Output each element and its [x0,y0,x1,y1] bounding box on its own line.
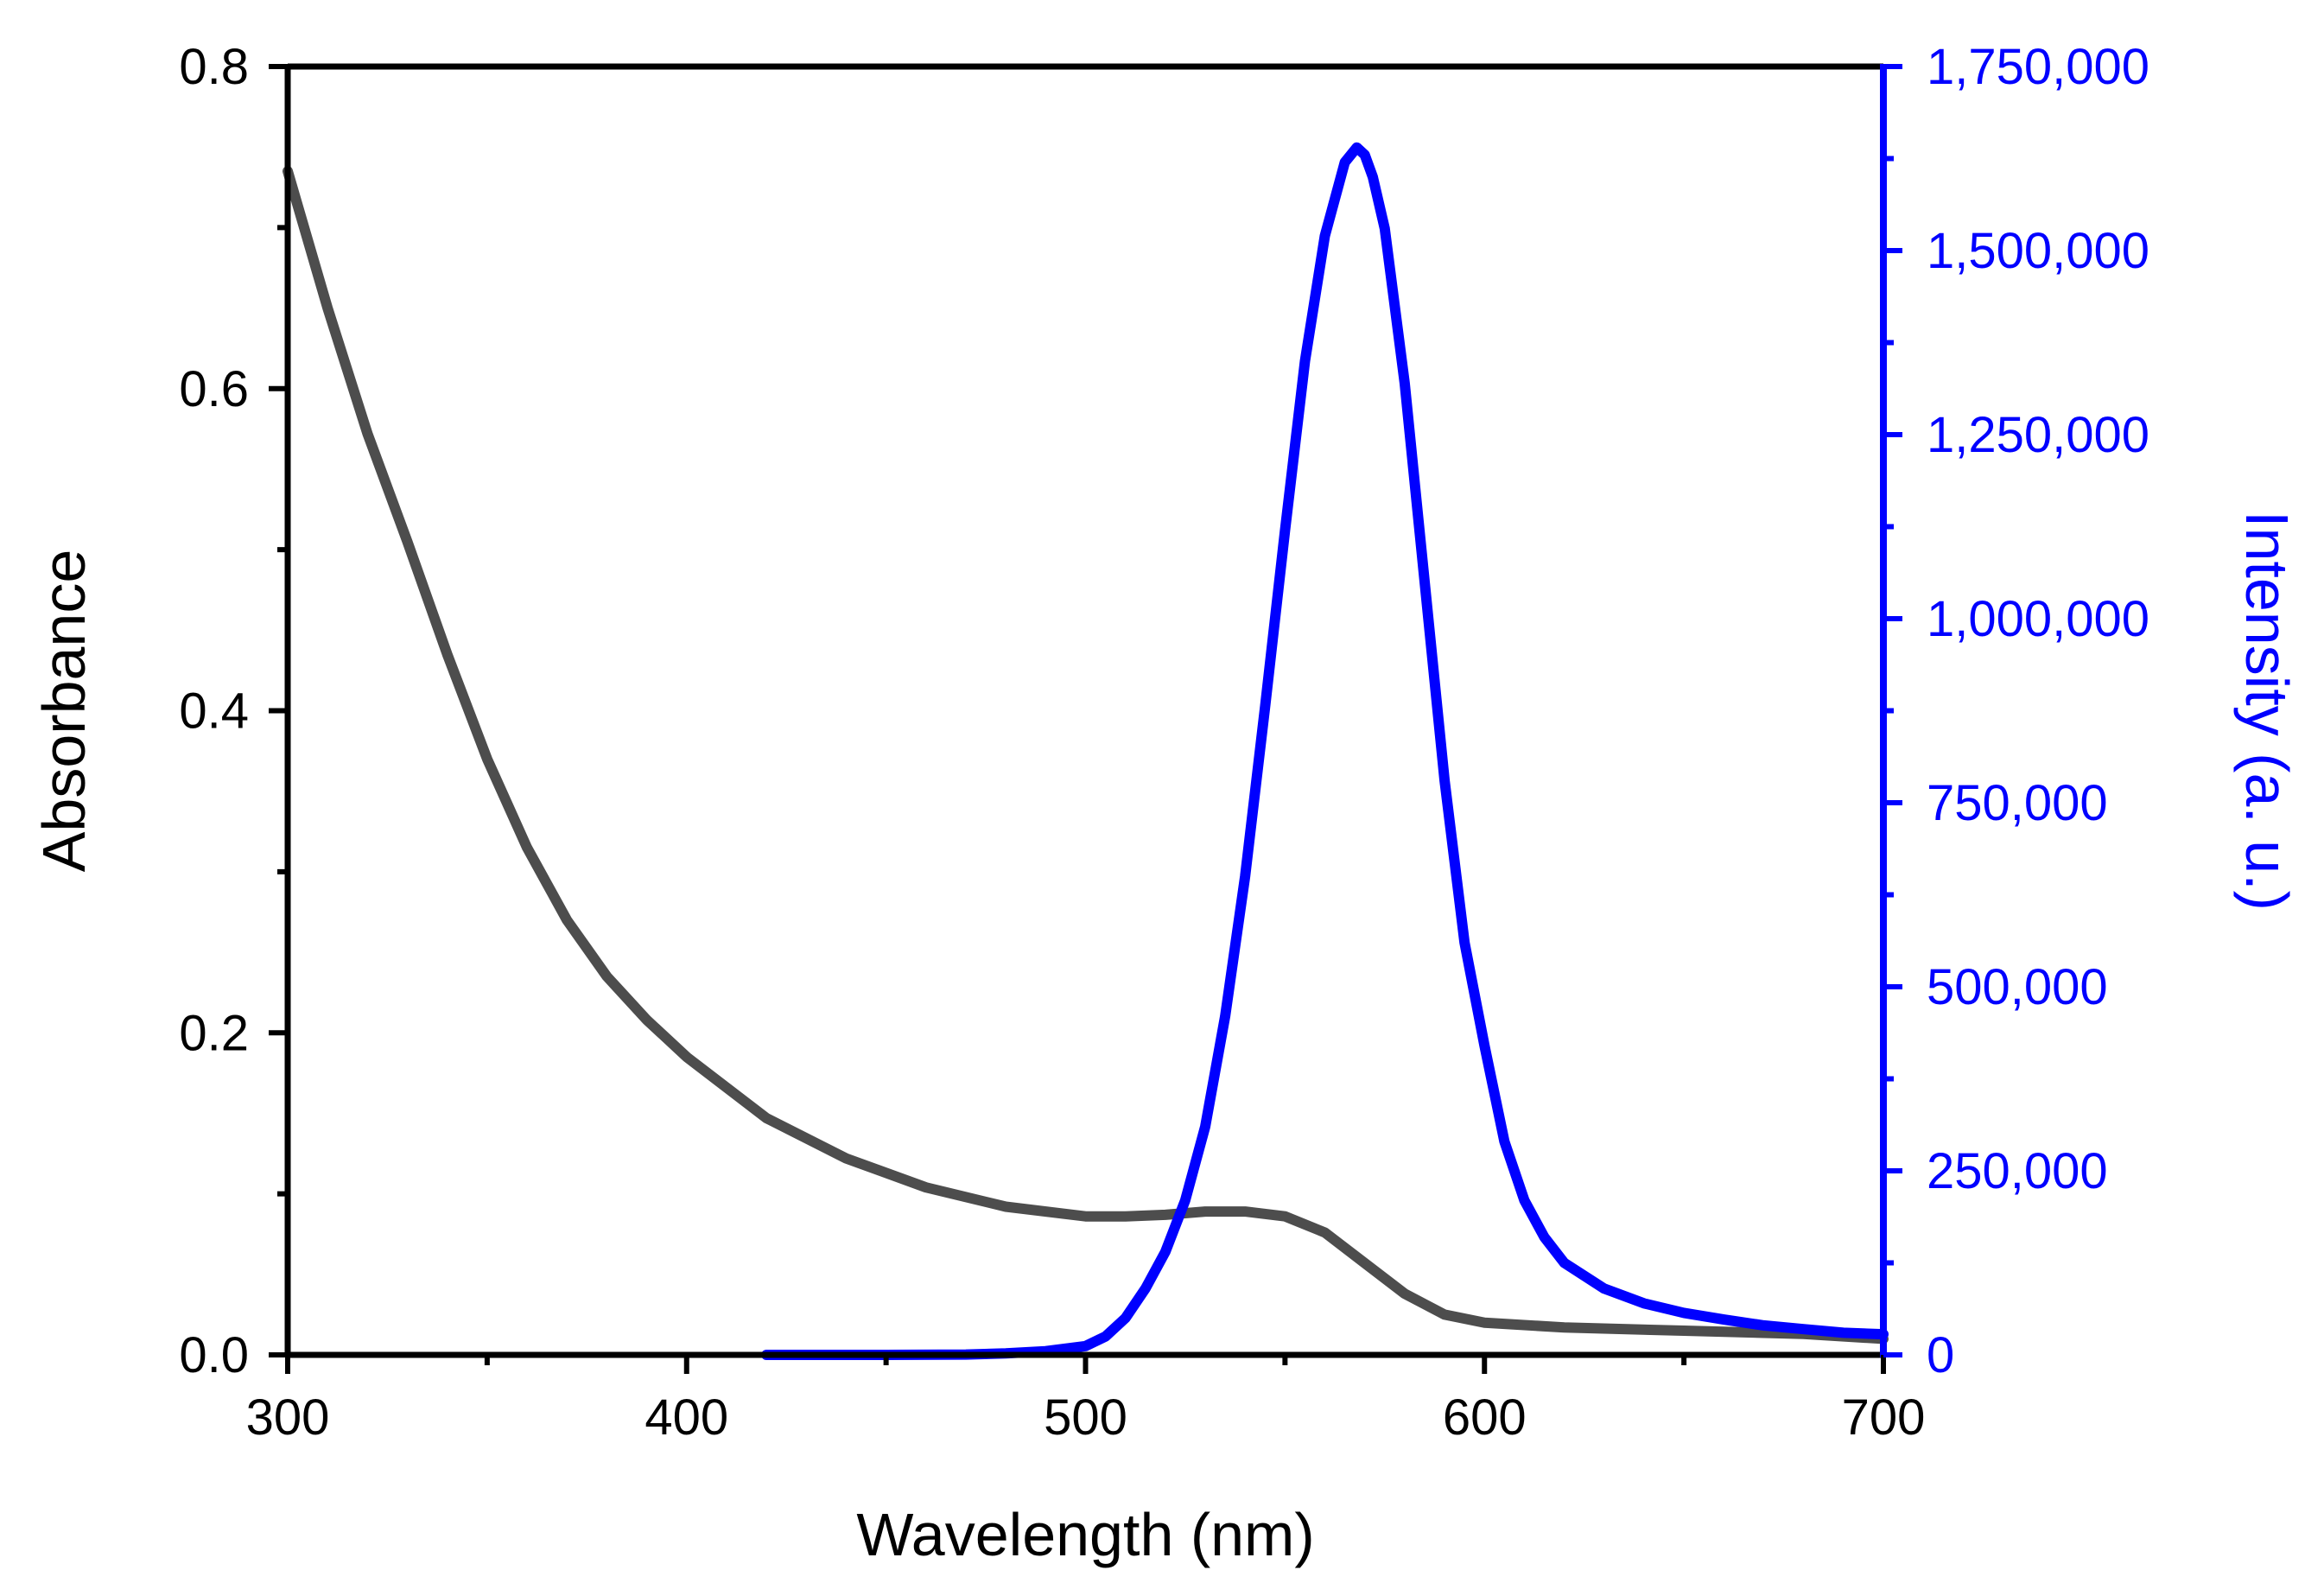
x-tick-label: 300 [246,1389,330,1446]
y2-tick-label: 750,000 [1927,775,2108,831]
y2-tick-label: 1,750,000 [1927,39,2149,95]
x-tick-label: 700 [1842,1389,1926,1446]
y2-tick-label: 500,000 [1927,959,2108,1015]
x-tick-label: 400 [644,1389,728,1446]
labels-layer: 300 400 500 600 700 0.0 0.2 0.4 0.6 0.8 0 250,000 50… [179,39,2149,1446]
y-tick-label: 0.6 [179,361,249,417]
y-tick-label: 0.2 [179,1005,249,1061]
intensity-series-line [761,142,1889,1360]
x-tick-label: 600 [1443,1389,1527,1446]
series-layer [283,142,1889,1360]
y2-tick-label: 1,250,000 [1927,407,2149,463]
y-axis-title: Absorbance [30,550,98,873]
y2-tick-label: 0 [1927,1327,1954,1383]
y2-axis-title: Intensity (a. u.) [2233,511,2301,911]
y2-tick-label: 250,000 [1927,1143,2108,1199]
x-axis-title: Wavelength (nm) [856,1501,1314,1568]
y2-tick-label: 1,500,000 [1927,223,2149,279]
absorbance-series-line [283,166,1889,1345]
y-tick-label: 0.0 [179,1327,249,1383]
y2-tick-label: 1,000,000 [1927,591,2149,647]
y-tick-label: 0.4 [179,683,249,740]
ticks-layer [269,64,1902,1374]
y-tick-label: 0.8 [179,39,249,95]
axes-layer [284,63,1887,1358]
x-tick-label: 500 [1044,1389,1127,1446]
